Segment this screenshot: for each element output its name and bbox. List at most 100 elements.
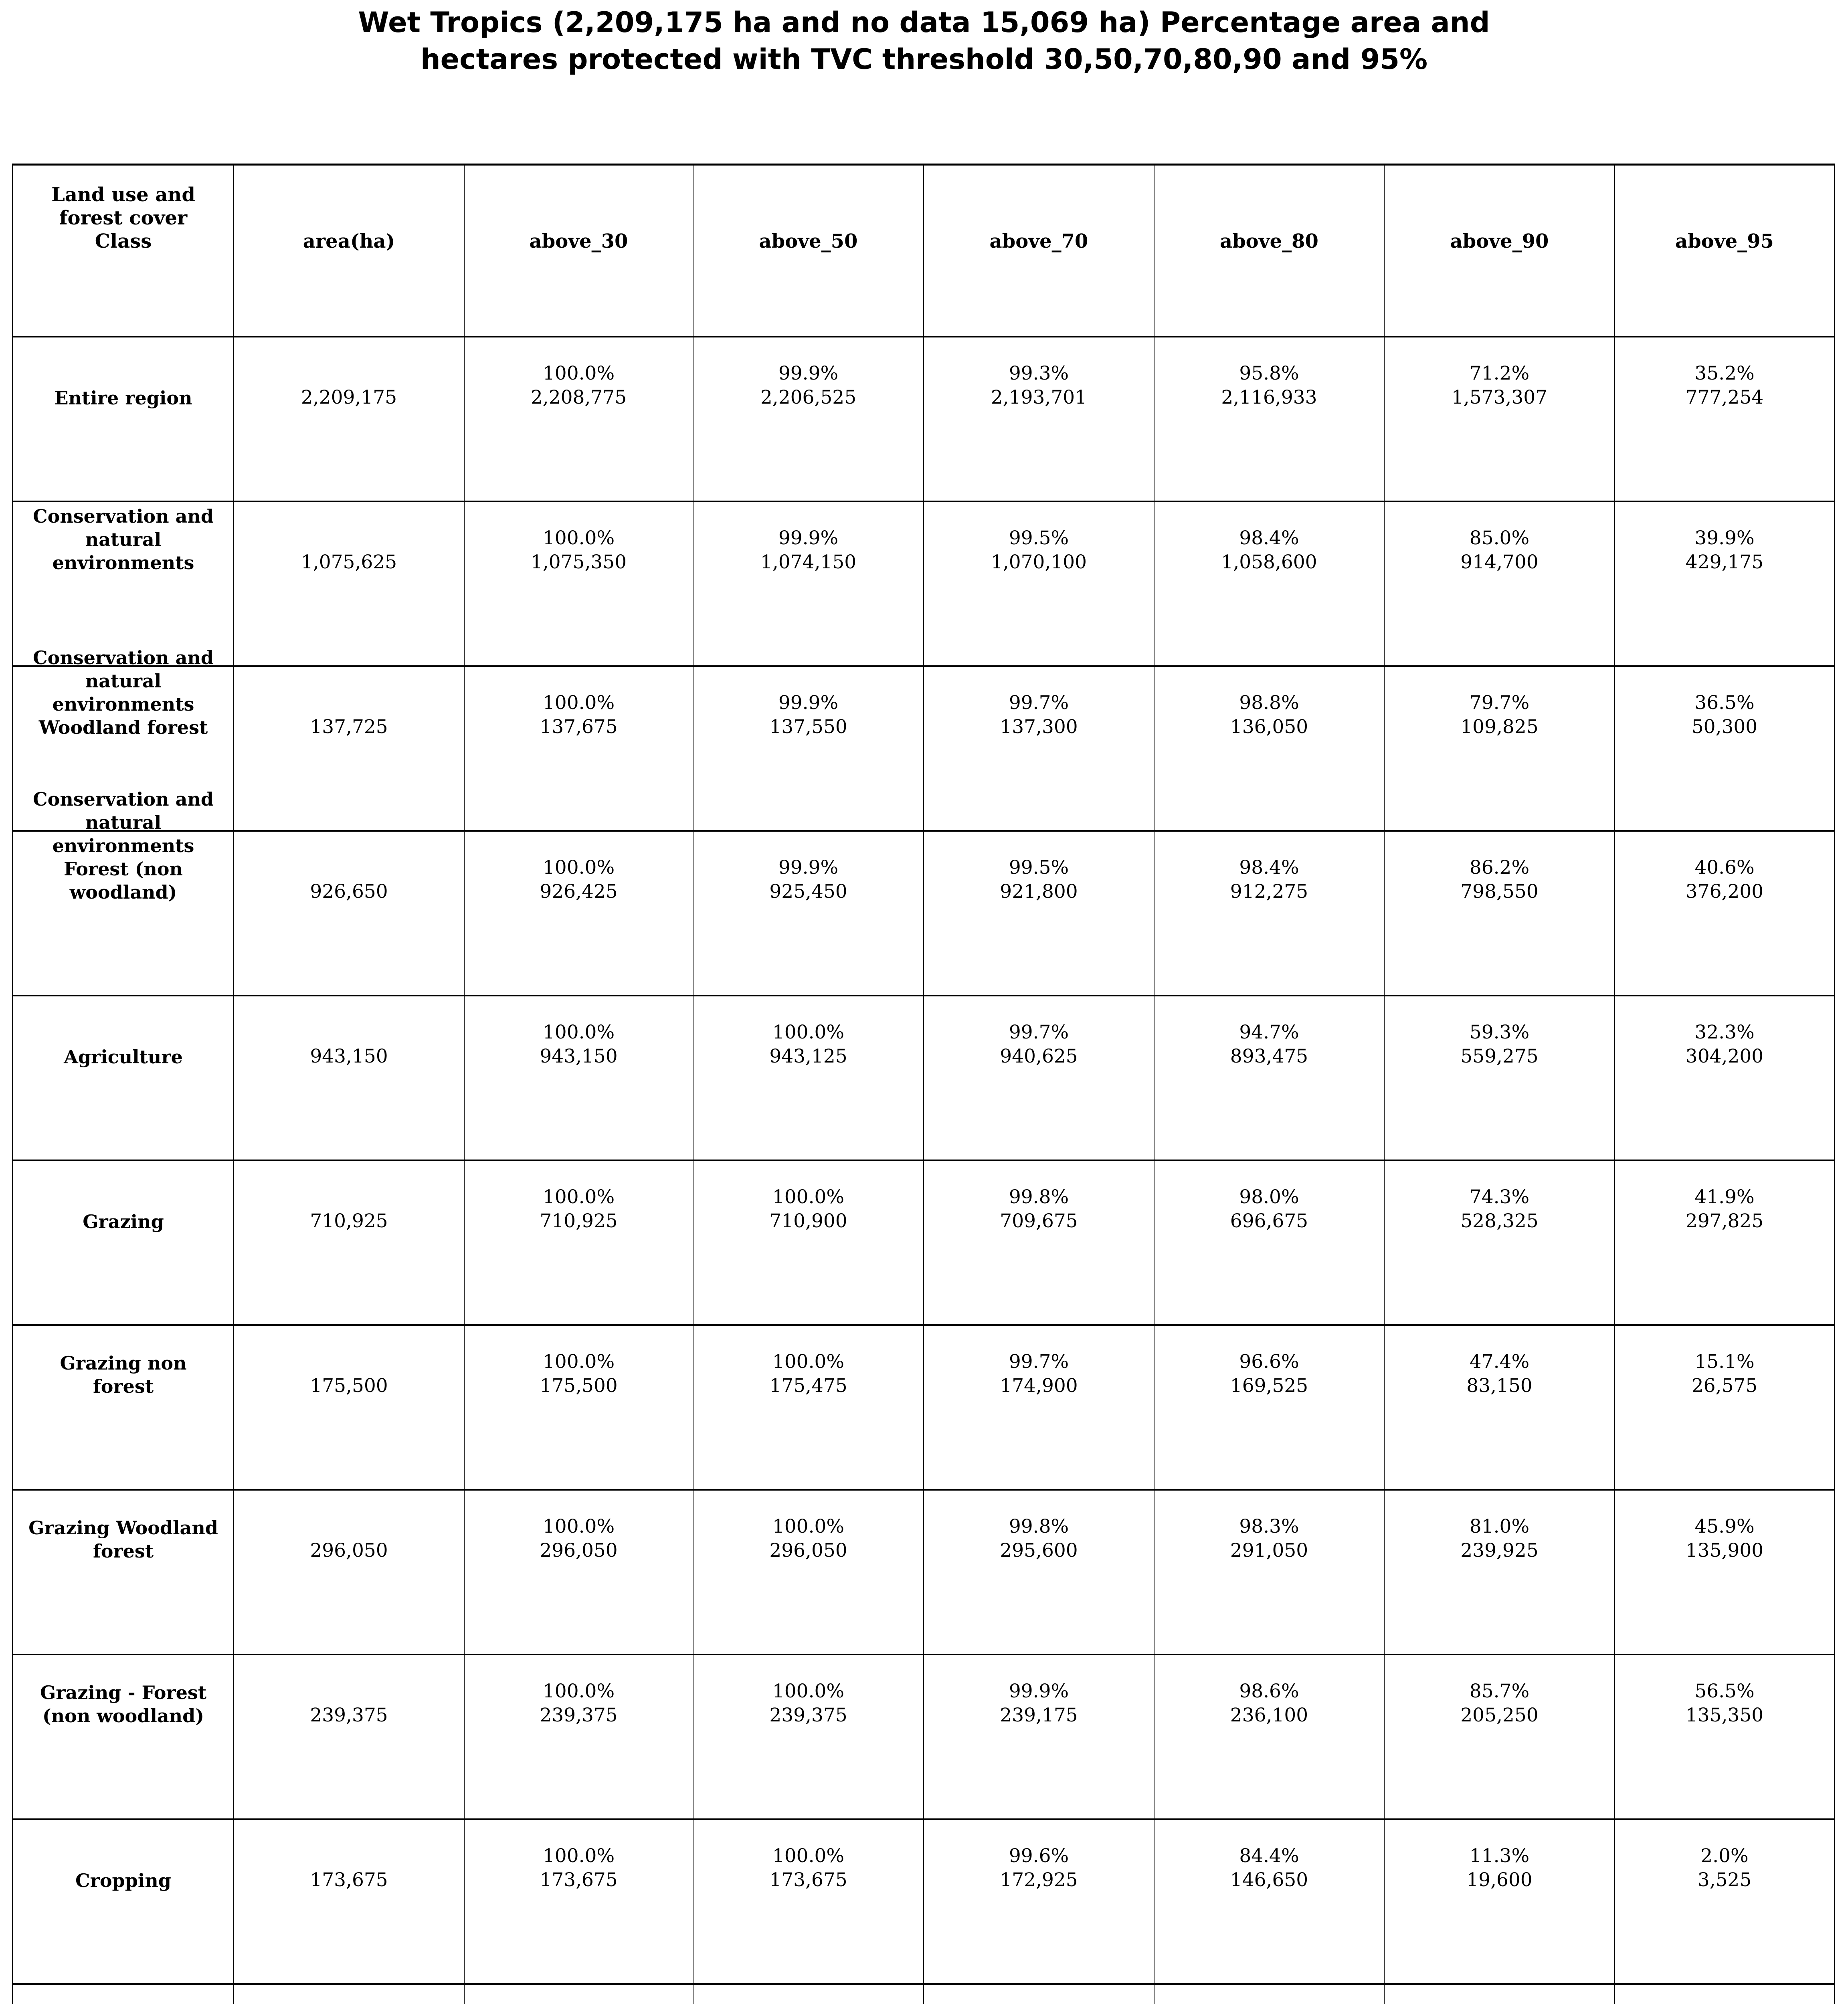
value-anchor: 94.7% 893,475 xyxy=(1154,996,1384,1069)
value-anchor: 99.5% 1,070,100 xyxy=(924,502,1154,574)
value-cell: 86.2% 798,550 xyxy=(1385,832,1615,995)
hectares-value: 173,675 xyxy=(769,1869,847,1891)
value-cell: 99.5% 921,800 xyxy=(924,832,1154,995)
value-anchor: 95.8% 2,116,933 xyxy=(1154,337,1384,410)
row-label: Cropping xyxy=(75,1870,171,1891)
header-label-above30: above_30 xyxy=(529,230,628,253)
area-cell: 173,675 xyxy=(234,1820,465,1983)
table-row: Agriculture 943,150 100.0% 943,150 100.0% 943… xyxy=(13,996,1834,1161)
value-cell: 95.8% 2,116,933 xyxy=(1154,337,1385,501)
row-label-cell: Entire region xyxy=(13,337,235,501)
hectares-value: 205,250 xyxy=(1460,1704,1539,1726)
value-cell: 100.0% 943,150 xyxy=(465,996,694,1160)
value-cell: 100.0%58,500 xyxy=(694,1985,924,2004)
row-label: Conservation and natural environments Wo… xyxy=(33,647,214,738)
value-cell: 79.7% 109,825 xyxy=(1385,667,1615,830)
hectares-value: 429,175 xyxy=(1685,551,1764,573)
area-value: 175,500 xyxy=(310,1375,388,1397)
hectares-value: 943,125 xyxy=(769,1045,847,1067)
hectares-value: 2,116,933 xyxy=(1221,386,1317,408)
value-anchor: 99.1%57,975 xyxy=(924,1985,1154,2004)
percent-value: 100.0% xyxy=(542,1351,615,1373)
percent-value: 100.0% xyxy=(542,692,615,714)
row-label-cell: Grazing xyxy=(13,1161,235,1324)
percent-value: 35.2% xyxy=(1694,362,1755,384)
percent-value: 100.0% xyxy=(772,1515,845,1537)
header-label-class: Land use and forest cover Class xyxy=(51,184,195,253)
value-anchor: 4.9%2,850 xyxy=(1615,1985,1834,2004)
value-cell: 32.3% 304,200 xyxy=(1615,996,1834,1160)
value-anchor: 71.2% 1,573,307 xyxy=(1385,337,1614,410)
hectares-value: 172,925 xyxy=(1000,1869,1078,1891)
value-cell: 96.6% 169,525 xyxy=(1154,1326,1385,1489)
value-anchor: 59.3% 559,275 xyxy=(1385,996,1614,1069)
row-label-anchor: Conservation and natural environments Wo… xyxy=(13,647,233,739)
value-anchor: 100.0% 943,125 xyxy=(694,996,923,1069)
value-cell: 98.4% 912,275 xyxy=(1154,832,1385,995)
value-anchor: 100.0%58,500 xyxy=(694,1985,923,2004)
hectares-value: 236,100 xyxy=(1230,1704,1308,1726)
value-anchor: 99.9% 2,206,525 xyxy=(694,337,923,410)
row-label: Conservation and natural environments xyxy=(33,505,214,574)
header-label-above70: above_70 xyxy=(989,230,1088,253)
percent-value: 100.0% xyxy=(542,1680,615,1702)
value-cell: 99.8% 295,600 xyxy=(924,1491,1154,1654)
percent-value: 99.9% xyxy=(778,527,839,549)
value-anchor: 99.7% 174,900 xyxy=(924,1326,1154,1398)
row-label-cell: Irrigation xyxy=(13,1985,235,2004)
value-cell: 99.5% 1,070,100 xyxy=(924,502,1154,665)
area-value: 296,050 xyxy=(310,1539,388,1562)
value-cell: 47.4% 83,150 xyxy=(1385,1326,1615,1489)
area-anchor: 239,375 xyxy=(234,1655,464,1727)
value-anchor: 100.0% 137,675 xyxy=(465,667,693,739)
percent-value: 100.0% xyxy=(542,362,615,384)
table-row: Cropping 173,675 100.0% 173,675 100.0% 173,67… xyxy=(13,1820,1834,1985)
hectares-value: 239,175 xyxy=(1000,1704,1078,1726)
value-anchor: 85.7% 205,250 xyxy=(1385,1655,1614,1727)
hectares-value: 1,070,100 xyxy=(991,551,1087,573)
area-cell: 926,650 xyxy=(234,832,465,995)
value-anchor: 86.2% 798,550 xyxy=(1385,832,1614,904)
hectares-value: 921,800 xyxy=(1000,881,1078,903)
area-cell: 239,375 xyxy=(234,1655,465,1818)
value-cell: 99.6% 172,925 xyxy=(924,1820,1154,1983)
value-anchor: 56.5% 135,350 xyxy=(1615,1655,1834,1727)
value-cell: 2.0% 3,525 xyxy=(1615,1820,1834,1983)
percent-value: 36.5% xyxy=(1694,692,1755,714)
row-label-cell: Grazing - Forest (non woodland) xyxy=(13,1655,235,1818)
area-value: 173,675 xyxy=(310,1869,388,1891)
hectares-value: 109,825 xyxy=(1460,716,1539,738)
header-cell-above95: above_95 xyxy=(1615,166,1834,336)
value-anchor: 100.0% 173,675 xyxy=(465,1820,693,1892)
area-anchor: 926,650 xyxy=(234,832,464,904)
value-anchor: 100.0%58,500 xyxy=(465,1985,693,2004)
header-cell-above30: above_30 xyxy=(465,166,694,336)
value-cell: 98.6% 236,100 xyxy=(1154,1655,1385,1818)
hectares-value: 291,050 xyxy=(1230,1539,1308,1562)
value-cell: 98.4% 1,058,600 xyxy=(1154,502,1385,665)
percent-value: 99.6% xyxy=(1009,1845,1069,1867)
percent-value: 99.5% xyxy=(1009,857,1069,879)
value-cell: 100.0% 239,375 xyxy=(465,1655,694,1818)
percent-value: 45.9% xyxy=(1694,1515,1755,1537)
hectares-value: 239,925 xyxy=(1460,1539,1539,1562)
value-anchor: 98.4% 1,058,600 xyxy=(1154,502,1384,574)
header-label-above80: above_80 xyxy=(1220,230,1318,253)
hectares-value: 297,825 xyxy=(1685,1210,1764,1232)
area-anchor: 296,050 xyxy=(234,1491,464,1563)
area-value: 710,925 xyxy=(310,1210,388,1232)
row-label-cell: Grazing non forest xyxy=(13,1326,235,1489)
percent-value: 98.0% xyxy=(1239,1186,1299,1208)
percent-value: 85.7% xyxy=(1469,1680,1530,1702)
hectares-value: 925,450 xyxy=(769,881,847,903)
value-anchor: 85.0% 914,700 xyxy=(1385,502,1614,574)
area-cell: 1,075,625 xyxy=(234,502,465,665)
value-cell: 98.0% 696,675 xyxy=(1154,1161,1385,1324)
area-cell: 175,500 xyxy=(234,1326,465,1489)
value-anchor: 39.9% 429,175 xyxy=(1615,502,1834,574)
header-label-above50: above_50 xyxy=(759,230,858,253)
row-label-cell: Cropping xyxy=(13,1820,235,1983)
hectares-value: 2,193,701 xyxy=(991,386,1087,408)
value-cell: 99.7% 174,900 xyxy=(924,1326,1154,1489)
table-row: Conservation and natural environments Wo… xyxy=(13,647,1834,832)
